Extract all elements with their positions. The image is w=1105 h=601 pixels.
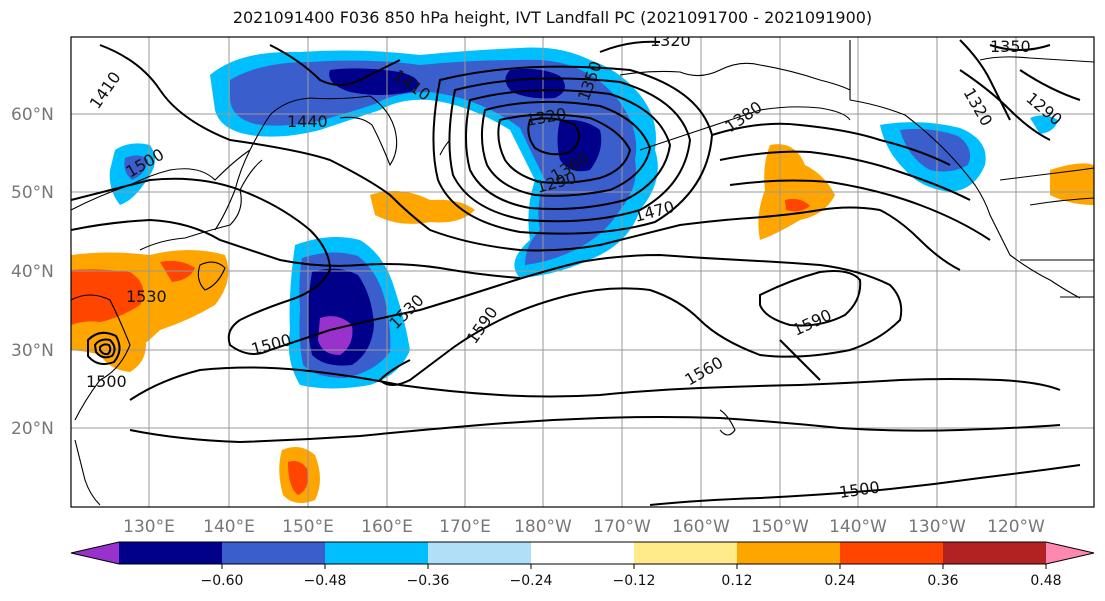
lat-label: 20°N <box>11 419 54 439</box>
colorbar-segment <box>634 542 738 564</box>
lon-label: 160°W <box>672 517 730 537</box>
colorbar-segment <box>119 542 223 564</box>
colorbar-tick-label: −0.60 <box>201 573 244 589</box>
longitude-labels: 130°E 140°E 150°E 160°E 170°E 180°W 170°… <box>123 517 1045 537</box>
lon-label: 170°W <box>593 517 651 537</box>
colorbar: −0.60 −0.48 −0.36 −0.24 −0.12 0.12 0.24 0.36 0.4… <box>70 541 1095 589</box>
map-frame <box>70 36 1095 508</box>
colorbar-segment <box>531 542 635 564</box>
colorbar-tick-label: −0.24 <box>510 573 553 589</box>
lat-label: 60°N <box>11 105 54 125</box>
map-title: 2021091400 F036 850 hPa height, IVT Land… <box>232 8 873 27</box>
colorbar-extend-high <box>1046 542 1094 564</box>
colorbar-segment <box>840 542 944 564</box>
contour-label: 1320 <box>650 31 691 50</box>
map-area: 1320 1350 1410 1410 1440 1350 1320 1380 … <box>71 31 1094 507</box>
contour-label: 1350 <box>990 37 1031 56</box>
colorbar-segment <box>737 542 841 564</box>
contour-label: 1500 <box>86 372 127 391</box>
colorbar-tick-label: 0.48 <box>1030 573 1061 589</box>
lon-label: 140°W <box>829 517 887 537</box>
colorbar-segment <box>428 542 532 564</box>
lat-label: 50°N <box>11 183 54 203</box>
lon-label: 180°W <box>514 517 572 537</box>
lon-label: 150°W <box>751 517 809 537</box>
graticule <box>71 37 1094 507</box>
colorbar-outline <box>70 541 1095 565</box>
lat-label: 30°N <box>11 341 54 361</box>
lon-label: 160°E <box>361 517 413 537</box>
colorbar-tick-label: −0.12 <box>613 573 656 589</box>
colorbar-segment <box>325 542 429 564</box>
colorbar-segment <box>943 542 1047 564</box>
colorbar-tick-label: 0.24 <box>824 573 855 589</box>
contour-label: 1440 <box>287 112 328 131</box>
latitude-labels: 60°N 50°N 40°N 30°N 20°N <box>11 105 54 439</box>
colorbar-tick-label: 0.36 <box>927 573 958 589</box>
height-contours <box>71 39 1081 506</box>
lon-label: 120°W <box>987 517 1045 537</box>
lon-label: 150°E <box>282 517 334 537</box>
lat-label: 40°N <box>11 262 54 282</box>
colorbar-tick-label: 0.12 <box>721 573 752 589</box>
colorbar-extend-low <box>71 542 119 564</box>
lon-label: 130°W <box>908 517 966 537</box>
colorbar-tick-label: −0.48 <box>304 573 347 589</box>
lon-label: 130°E <box>123 517 175 537</box>
contour-label: 1530 <box>126 287 167 306</box>
colorbar-segment <box>222 542 326 564</box>
lon-label: 140°E <box>203 517 255 537</box>
colorbar-tick-label: −0.36 <box>407 573 450 589</box>
lon-label: 170°E <box>439 517 491 537</box>
